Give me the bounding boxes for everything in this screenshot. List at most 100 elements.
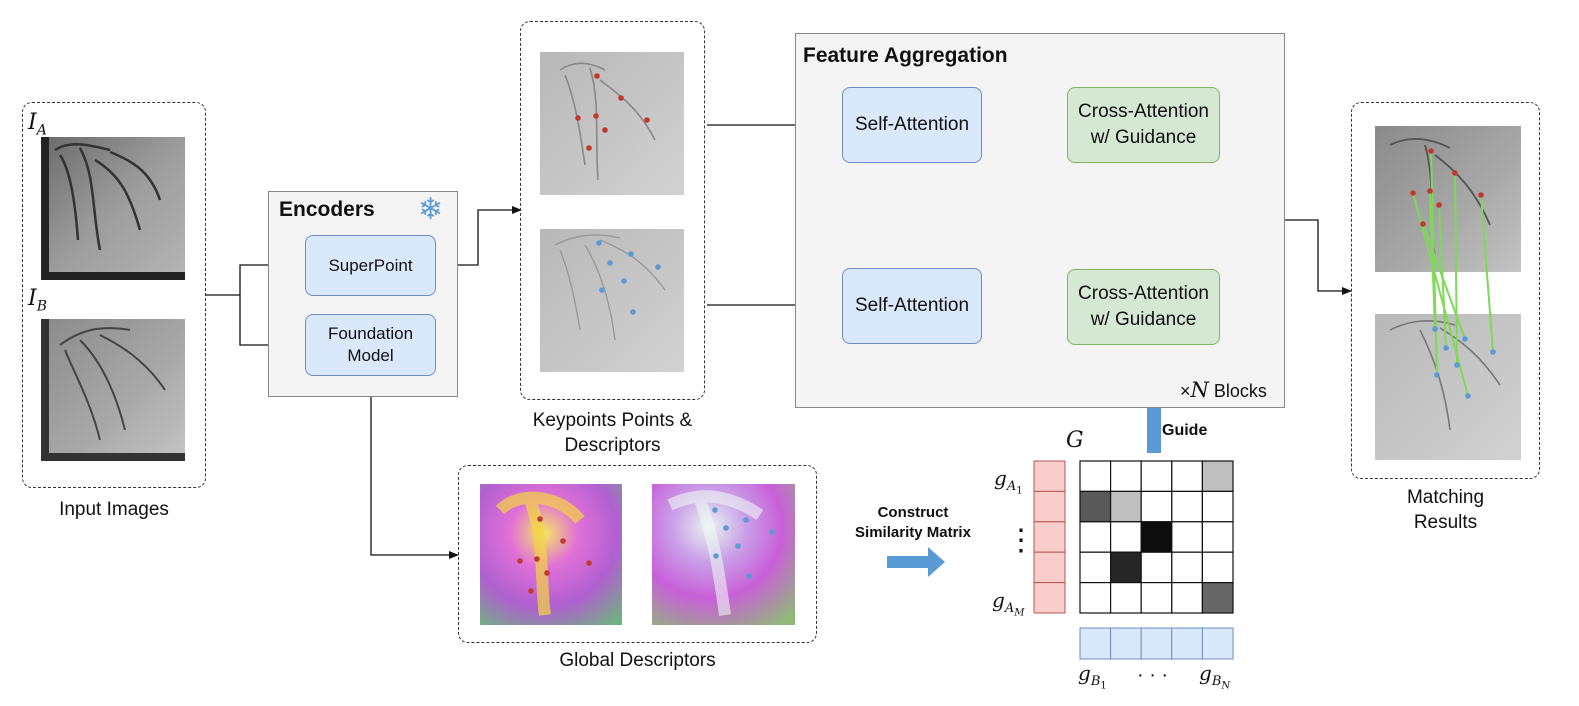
- keypoint-blue: [1454, 362, 1460, 368]
- keypoint-red: [594, 73, 600, 79]
- keypoint-blue: [1432, 326, 1438, 332]
- matching-results-caption: Matching Results: [1406, 487, 1485, 533]
- keypoint-red: [1420, 221, 1426, 227]
- global-descriptor-b: [652, 484, 795, 625]
- keypoint-red: [560, 538, 566, 544]
- matrix-cell: [1109, 460, 1142, 492]
- matrix-cell: [1079, 551, 1112, 584]
- keypoint-blue: [1465, 393, 1471, 399]
- row-descriptor-cell: [1033, 582, 1066, 614]
- keypoint-red: [528, 588, 534, 594]
- keypoint-red: [1410, 190, 1416, 196]
- match-image-b: [1375, 314, 1521, 460]
- row-descriptor-cell: [1033, 460, 1066, 492]
- keypoint-blue: [1434, 372, 1440, 378]
- image-b-label: IB: [28, 286, 47, 315]
- input-image-a: [41, 137, 185, 280]
- keypoint-blue: [1490, 349, 1496, 355]
- keypoint-red: [575, 115, 581, 121]
- column-descriptor-cell: [1140, 627, 1173, 660]
- cross-attention-bottom: Cross-Attention w/ Guidance: [1067, 269, 1220, 345]
- keypoints-caption: Keypoints Points & Descriptors: [532, 410, 693, 456]
- keypoint-red: [602, 127, 608, 133]
- encoders-title: Encoders: [279, 198, 375, 221]
- keypoint-blue: [746, 573, 752, 579]
- matrix-cell: [1109, 581, 1142, 614]
- matrix-cell: [1171, 460, 1204, 492]
- keypoint-blue: [769, 529, 775, 535]
- row-first-label: gA1: [994, 466, 1023, 497]
- similarity-matrix: [1079, 460, 1234, 614]
- match-line: [1429, 190, 1436, 330]
- matrix-cell: [1109, 551, 1142, 584]
- matrix-cell: [1079, 490, 1112, 523]
- global-descriptors-panel: [458, 465, 817, 643]
- keypoints-panel: [520, 21, 705, 400]
- row-descriptor-cell: [1033, 490, 1066, 523]
- keypoint-image-b: [540, 229, 684, 372]
- global-descriptor-a: [480, 484, 622, 625]
- matrix-cell: [1079, 521, 1112, 553]
- input-images-caption: Input Images: [59, 499, 169, 520]
- foundation-model-block: Foundation Model: [305, 314, 436, 376]
- keypoint-red: [586, 145, 592, 151]
- keypoint-red: [1452, 170, 1458, 176]
- row-descriptor-cell: [1033, 551, 1066, 584]
- keypoint-red: [537, 516, 543, 522]
- image-a-label: IA: [28, 110, 47, 139]
- matrix-cell: [1140, 460, 1173, 492]
- keypoint-blue: [599, 287, 605, 293]
- col-first-label: gB1: [1078, 661, 1107, 692]
- column-descriptor-vector: [1079, 627, 1234, 660]
- keypoint-blue: [621, 278, 627, 284]
- construct-arrow-icon: [887, 547, 945, 577]
- keypoint-red: [644, 117, 650, 123]
- row-vdots: ⋮: [1006, 524, 1036, 557]
- keypoint-red: [517, 558, 523, 564]
- keypoint-blue: [713, 553, 719, 559]
- keypoint-red: [534, 556, 540, 562]
- keypoints-red: [575, 73, 650, 151]
- col-dots: · · ·: [1137, 664, 1169, 686]
- matrix-cell: [1201, 521, 1234, 553]
- keypoint-blue: [628, 251, 634, 257]
- guide-label: Guide: [1162, 422, 1208, 439]
- global-descriptor-keypoints-red: [517, 516, 592, 594]
- keypoint-red: [1427, 188, 1433, 194]
- keypoints-blue: [596, 240, 661, 315]
- keypoint-red: [593, 113, 599, 119]
- match-lines: [1410, 148, 1496, 399]
- column-descriptor-cell: [1171, 627, 1203, 660]
- keypoint-blue: [607, 260, 613, 266]
- column-descriptor-cell: [1110, 627, 1142, 660]
- matrix-cell: [1140, 521, 1173, 553]
- keypoint-blue: [723, 525, 729, 531]
- matrix-cell: [1140, 551, 1173, 584]
- self-attention-top: Self-Attention: [842, 87, 982, 163]
- keypoint-blue: [1462, 336, 1468, 342]
- keypoint-red: [1428, 148, 1434, 154]
- matrix-cell: [1171, 551, 1204, 584]
- construct-similarity-label: Construct Similarity Matrix: [855, 504, 971, 541]
- keypoint-red: [544, 570, 550, 576]
- global-descriptors-caption: Global Descriptors: [559, 650, 716, 671]
- matrix-cell: [1171, 521, 1204, 553]
- matrix-cell: [1201, 581, 1234, 614]
- blocks-label: ×N Blocks: [1180, 378, 1267, 402]
- matrix-cell: [1171, 490, 1204, 523]
- row-last-label: gAM: [992, 588, 1025, 619]
- input-image-b: [41, 319, 185, 461]
- matrix-cell: [1109, 490, 1142, 523]
- match-line: [1430, 150, 1438, 376]
- row-descriptor-cell: [1033, 521, 1066, 553]
- matrix-cell: [1201, 490, 1234, 523]
- matrix-cell: [1079, 460, 1112, 492]
- match-line: [1480, 194, 1494, 353]
- keypoint-blue: [735, 543, 741, 549]
- keypoint-blue: [630, 309, 636, 315]
- matrix-cell: [1140, 490, 1173, 523]
- match-line: [1422, 223, 1466, 340]
- matrix-cell: [1109, 521, 1142, 553]
- cross-attention-top: Cross-Attention w/ Guidance: [1067, 87, 1220, 163]
- global-descriptor-keypoints-blue: [712, 507, 775, 579]
